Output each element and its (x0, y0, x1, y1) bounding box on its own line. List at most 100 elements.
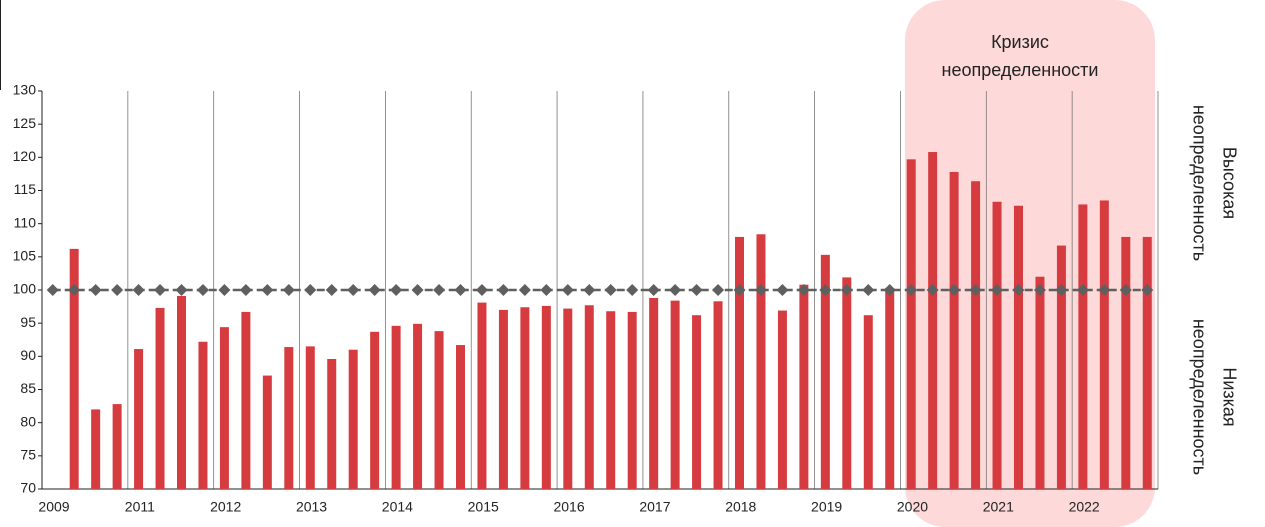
marker (390, 284, 403, 296)
bar (649, 297, 659, 489)
y-tick-label: 70 (20, 480, 36, 496)
marker (540, 284, 553, 296)
y-tick-label: 130 (13, 82, 37, 98)
x-tick-label: 2017 (639, 499, 670, 515)
y-tick-label: 100 (13, 281, 37, 297)
marker (733, 284, 746, 296)
marker (948, 284, 961, 296)
bar (348, 349, 358, 489)
x-tick-label: 2014 (382, 499, 413, 515)
crisis-region (905, 0, 1155, 527)
bar (820, 254, 830, 489)
y-tick-label: 75 (20, 447, 36, 463)
marker (218, 284, 231, 296)
bar (777, 310, 787, 489)
marker (1076, 284, 1089, 296)
bar (735, 236, 744, 489)
y-tick-label: 115 (14, 181, 37, 197)
y-tick-label: 110 (14, 214, 37, 230)
marker (475, 284, 488, 296)
bar (262, 375, 272, 489)
marker (46, 284, 59, 296)
marker (883, 284, 896, 296)
marker (1098, 284, 1111, 296)
marker (1012, 284, 1025, 296)
marker (68, 284, 81, 296)
marker (819, 284, 832, 296)
x-tick-label: 2015 (468, 499, 499, 515)
marker (1055, 284, 1068, 296)
bar (928, 152, 938, 489)
y-tick-label: 80 (20, 413, 36, 429)
bar (1056, 245, 1066, 489)
bar (219, 327, 229, 489)
bar (456, 345, 465, 489)
y-tick-label: 105 (13, 248, 37, 264)
crisis-label: неопределенности (942, 60, 1099, 80)
bar (863, 315, 873, 489)
bar (241, 311, 251, 489)
bar (563, 308, 573, 489)
bar (177, 295, 186, 489)
y-tick-label: 95 (20, 314, 36, 330)
marker (196, 284, 209, 296)
x-tick-label: 2018 (725, 499, 756, 515)
marker (261, 284, 274, 296)
bar (1121, 236, 1131, 489)
y-tick-label: 90 (20, 347, 36, 363)
x-tick-label: 2022 (1069, 499, 1100, 515)
bar (498, 309, 508, 489)
marker (239, 284, 252, 296)
marker (862, 284, 875, 296)
x-tick-label: 2021 (983, 499, 1014, 515)
marker (840, 284, 853, 296)
bar (885, 288, 895, 489)
marker (154, 284, 167, 296)
bar (112, 404, 122, 489)
bar (949, 171, 959, 489)
marker (347, 284, 360, 296)
marker (626, 284, 639, 296)
marker (1119, 284, 1132, 296)
marker (712, 284, 725, 296)
marker (669, 284, 682, 296)
marker (991, 284, 1004, 296)
marker (175, 284, 188, 296)
bar (155, 307, 165, 489)
marker (1033, 284, 1046, 296)
bar (692, 315, 702, 489)
bar (756, 234, 766, 489)
marker (497, 284, 510, 296)
x-tick-label: 2020 (897, 499, 928, 515)
marker (905, 284, 918, 296)
marker (411, 284, 424, 296)
bar (670, 300, 680, 489)
bar (327, 358, 337, 489)
bar (1078, 204, 1088, 489)
bar (627, 311, 637, 489)
marker (1141, 284, 1154, 296)
x-tick-label: 2012 (210, 499, 241, 515)
marker (969, 284, 982, 296)
bar (198, 341, 208, 489)
bar (370, 331, 380, 489)
bar (91, 409, 101, 489)
marker (89, 284, 102, 296)
bar (1142, 236, 1152, 489)
bar (520, 307, 530, 489)
y-tick-label: 120 (13, 148, 37, 164)
marker (111, 284, 124, 296)
bar (1014, 205, 1023, 490)
crisis-label: Кризис (991, 32, 1049, 52)
marker (647, 284, 660, 296)
upper-label: неопределенность (1189, 105, 1209, 261)
bar (284, 347, 294, 489)
bar (477, 302, 487, 489)
marker (368, 284, 381, 296)
marker (583, 284, 596, 296)
x-tick-label: 2011 (125, 499, 155, 515)
bar (799, 284, 809, 489)
marker (604, 284, 617, 296)
bar (1035, 276, 1045, 489)
